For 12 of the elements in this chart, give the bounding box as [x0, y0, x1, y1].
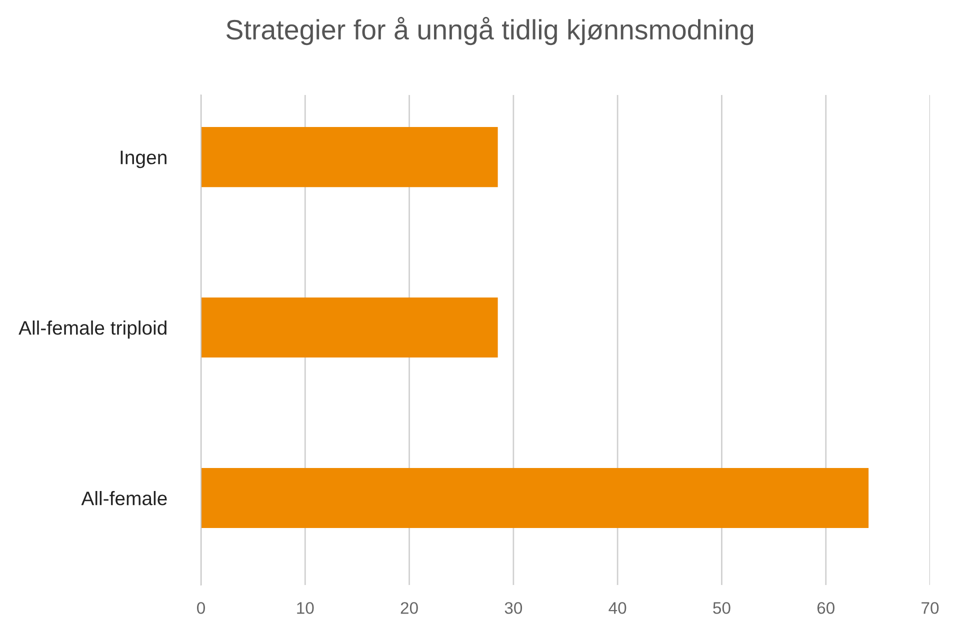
x-tick-label: 0	[197, 602, 205, 614]
x-tick-label: 50	[713, 602, 730, 614]
x-tick-label: 60	[817, 602, 834, 614]
chart-title: Strategier for å unngå tidlig kjønnsmodning	[226, 16, 754, 46]
x-tick-label: 30	[504, 602, 522, 614]
x-tick-label: 20	[400, 602, 418, 614]
y-tick-label: All-female	[81, 491, 167, 506]
y-tick-label: Ingen	[120, 150, 166, 168]
x-tick-label: 10	[297, 602, 314, 614]
x-tick-label: 70	[922, 602, 939, 614]
x-tick-label: 40	[608, 602, 626, 614]
y-tick-label: All-female triploid	[18, 320, 166, 339]
